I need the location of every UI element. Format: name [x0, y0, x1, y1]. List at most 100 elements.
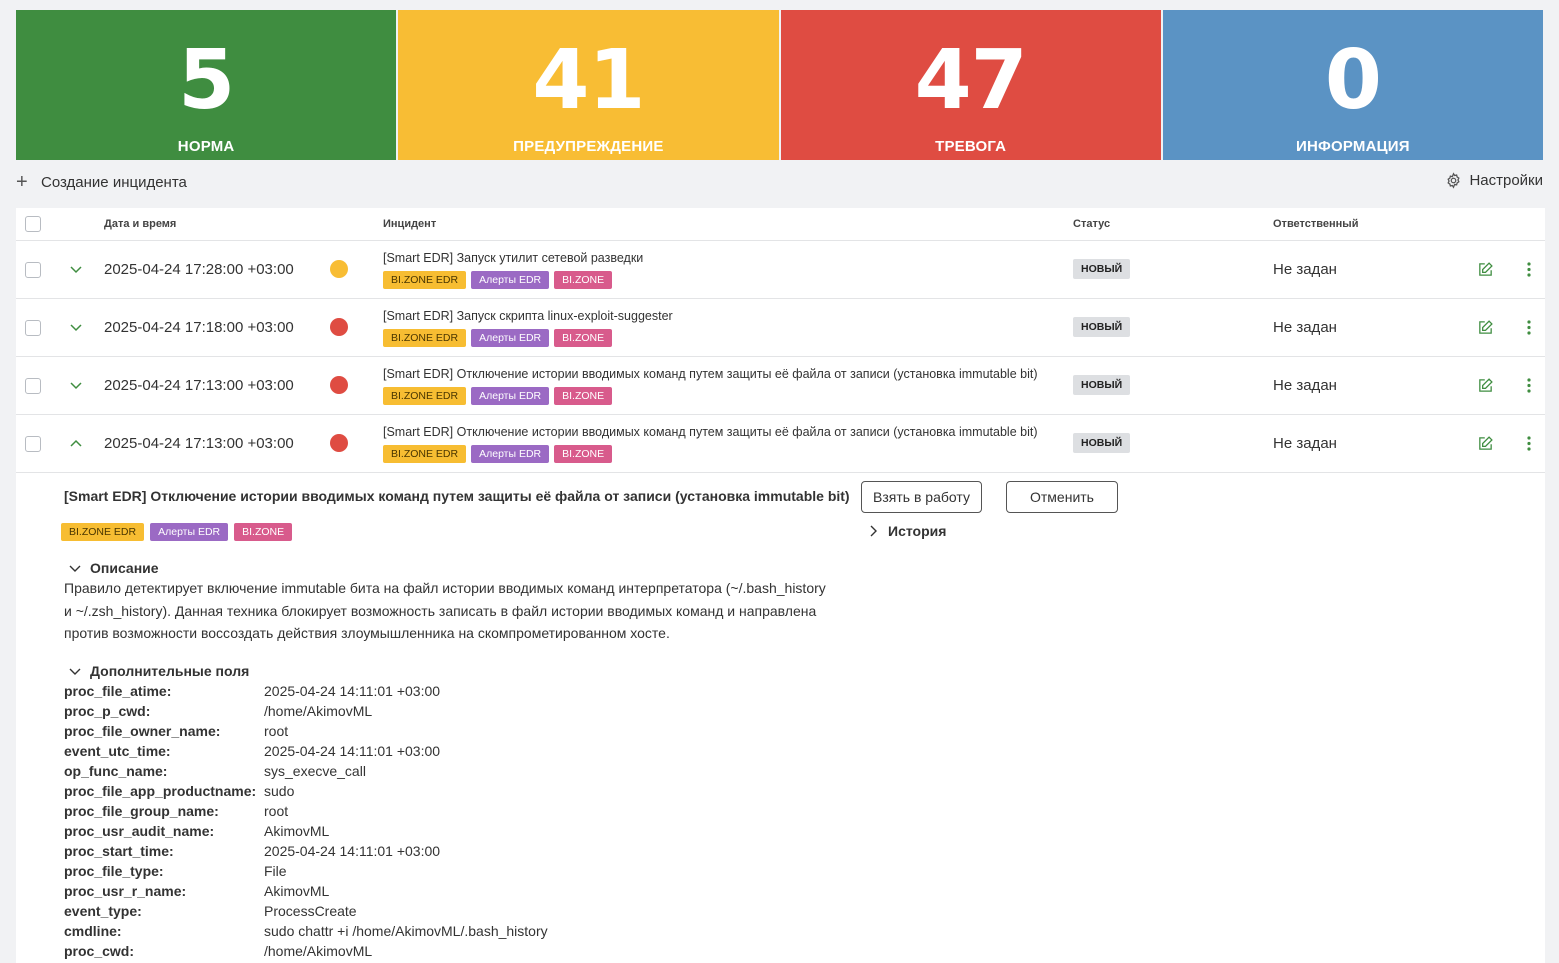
incident-title[interactable]: [Smart EDR] Отключение истории вводимых … [383, 367, 1038, 381]
chevron-down-icon[interactable] [68, 261, 84, 277]
incident-tags: BI.ZONE EDR Алерты EDR BI.ZONE [383, 329, 613, 347]
header-status[interactable]: Статус [1073, 218, 1111, 230]
row-checkbox[interactable] [25, 436, 41, 452]
header-incident[interactable]: Инцидент [383, 218, 437, 230]
status-badge: НОВЫЙ [1073, 317, 1131, 337]
extra-fields-label: Дополнительные поля [90, 663, 250, 679]
description-text: Правило детектирует включение immutable … [64, 577, 854, 645]
detail-tags: BI.ZONE EDR Алерты EDR BI.ZONE [61, 523, 293, 541]
more-vertical-icon[interactable] [1522, 377, 1536, 394]
edit-icon[interactable] [1477, 261, 1494, 278]
tile-count: 5 [178, 33, 235, 128]
row-checkbox[interactable] [25, 262, 41, 278]
take-to-work-button[interactable]: Взять в работу [861, 481, 982, 513]
field-key: event_type: [64, 903, 142, 919]
status-badge: НОВЫЙ [1073, 259, 1131, 279]
tile-warning[interactable]: 41 ПРЕДУПРЕЖДЕНИЕ [398, 10, 779, 160]
row-datetime: 2025-04-24 17:13:00 +03:00 [104, 435, 294, 452]
history-label: История [888, 523, 947, 539]
table-row[interactable]: 2025-04-24 17:13:00 +03:00 [Smart EDR] О… [16, 415, 1545, 473]
field-key: cmdline: [64, 923, 122, 939]
row-assignee: Не задан [1273, 435, 1337, 452]
tag: BI.ZONE EDR [61, 523, 145, 541]
tile-label: ТРЕВОГА [935, 138, 1007, 155]
field-key: op_func_name: [64, 763, 168, 779]
tile-label: НОРМА [177, 138, 235, 155]
description-toggle[interactable]: Описание [68, 560, 159, 576]
tag: Алерты EDR [471, 329, 550, 347]
tag: BI.ZONE EDR [383, 271, 467, 289]
field-value: 2025-04-24 14:11:01 +03:00 [264, 743, 441, 759]
select-all-checkbox[interactable] [25, 216, 41, 232]
field-value: AkimovML [264, 823, 330, 839]
chevron-up-icon[interactable] [68, 435, 84, 451]
incident-title[interactable]: [Smart EDR] Отключение истории вводимых … [383, 425, 1038, 439]
edit-icon[interactable] [1477, 435, 1494, 452]
tag: BI.ZONE EDR [383, 445, 467, 463]
tag: BI.ZONE [234, 523, 293, 541]
tag: BI.ZONE [554, 329, 613, 347]
create-incident-label: Создание инцидента [41, 173, 187, 191]
chevron-down-icon [69, 565, 81, 572]
description-label: Описание [90, 560, 159, 576]
severity-indicator [330, 318, 348, 336]
header-assignee[interactable]: Ответственный [1273, 218, 1359, 230]
tile-info[interactable]: 0 ИНФОРМАЦИЯ [1162, 10, 1543, 160]
settings-label: Настройки [1469, 172, 1543, 189]
cancel-button[interactable]: Отменить [1006, 481, 1118, 513]
field-key: proc_start_time: [64, 843, 174, 859]
incident-tags: BI.ZONE EDR Алерты EDR BI.ZONE [383, 387, 613, 405]
field-value: /home/AkimovML [264, 943, 373, 959]
incident-tags: BI.ZONE EDR Алерты EDR BI.ZONE [383, 445, 613, 463]
incident-title[interactable]: [Smart EDR] Запуск скрипта linux-exploit… [383, 309, 673, 323]
extra-fields-toggle[interactable]: Дополнительные поля [68, 663, 249, 679]
create-incident-button[interactable]: + Создание инцидента [16, 172, 187, 192]
table-row[interactable]: 2025-04-24 17:13:00 +03:00 [Smart EDR] О… [16, 357, 1545, 415]
field-key: proc_file_type: [64, 863, 164, 879]
row-checkbox[interactable] [25, 378, 41, 394]
more-vertical-icon[interactable] [1522, 261, 1536, 278]
tag: BI.ZONE [554, 445, 613, 463]
status-badge: НОВЫЙ [1073, 433, 1131, 453]
tile-normal[interactable]: 5 НОРМА [16, 10, 397, 160]
severity-indicator [330, 260, 348, 278]
tile-alarm[interactable]: 47 ТРЕВОГА [780, 10, 1161, 160]
incident-title[interactable]: [Smart EDR] Запуск утилит сетевой развед… [383, 251, 644, 265]
edit-icon[interactable] [1477, 319, 1494, 336]
field-value: /home/AkimovML [264, 703, 373, 719]
tag: BI.ZONE [554, 387, 613, 405]
more-vertical-icon[interactable] [1522, 319, 1536, 336]
field-value: ProcessCreate [264, 903, 357, 919]
header-datetime[interactable]: Дата и время [104, 218, 177, 230]
chevron-down-icon[interactable] [68, 377, 84, 393]
tile-count: 0 [1324, 33, 1382, 128]
field-value: sudo [264, 783, 295, 799]
gear-icon [1447, 172, 1461, 189]
severity-indicator [330, 434, 348, 452]
edit-icon[interactable] [1477, 377, 1494, 394]
field-value: AkimovML [264, 883, 330, 899]
field-key: proc_p_cwd: [64, 703, 151, 719]
tile-count: 41 [532, 33, 645, 128]
row-checkbox[interactable] [25, 320, 41, 336]
tile-label: ПРЕДУПРЕЖДЕНИЕ [513, 138, 664, 155]
chevron-down-icon[interactable] [68, 319, 84, 335]
incident-tags: BI.ZONE EDR Алерты EDR BI.ZONE [383, 271, 613, 289]
tag: Алерты EDR [471, 445, 550, 463]
row-assignee: Не задан [1273, 261, 1337, 278]
more-vertical-icon[interactable] [1522, 435, 1536, 452]
chevron-down-icon [69, 668, 81, 675]
history-toggle[interactable]: История [866, 523, 946, 539]
field-key: proc_file_app_productname: [64, 783, 257, 799]
settings-button[interactable]: Настройки [1445, 172, 1543, 189]
tag: Алерты EDR [471, 387, 550, 405]
row-assignee: Не задан [1273, 377, 1337, 394]
table-row[interactable]: 2025-04-24 17:28:00 +03:00 [Smart EDR] З… [16, 241, 1545, 299]
row-datetime: 2025-04-24 17:28:00 +03:00 [104, 261, 294, 278]
severity-indicator [330, 376, 348, 394]
field-value: File [264, 863, 287, 879]
table-row[interactable]: 2025-04-24 17:18:00 +03:00 [Smart EDR] З… [16, 299, 1545, 357]
field-key: event_utc_time: [64, 743, 171, 759]
field-value: sys_execve_call [264, 763, 366, 779]
field-key: proc_usr_r_name: [64, 883, 187, 899]
